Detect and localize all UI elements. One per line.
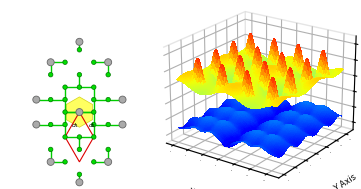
Circle shape [92, 110, 96, 114]
Circle shape [92, 122, 96, 127]
Circle shape [106, 147, 110, 152]
Circle shape [33, 121, 40, 128]
Circle shape [48, 122, 53, 127]
Circle shape [119, 121, 126, 128]
Y-axis label: Y Axis: Y Axis [332, 173, 358, 189]
Circle shape [77, 147, 82, 152]
Text: $d_2$: $d_2$ [88, 121, 96, 130]
Circle shape [47, 158, 54, 165]
Circle shape [106, 122, 110, 127]
Circle shape [63, 122, 67, 127]
Circle shape [33, 96, 40, 103]
Polygon shape [66, 97, 92, 127]
Circle shape [92, 85, 96, 89]
Circle shape [77, 135, 82, 139]
Circle shape [48, 147, 53, 152]
Circle shape [63, 97, 67, 102]
Circle shape [92, 160, 96, 164]
Circle shape [76, 108, 83, 116]
Circle shape [92, 97, 96, 102]
Circle shape [106, 97, 110, 102]
Circle shape [77, 72, 82, 77]
Text: $d_1$: $d_1$ [71, 121, 79, 130]
Circle shape [47, 59, 54, 66]
Circle shape [63, 135, 67, 139]
Circle shape [77, 48, 82, 52]
Circle shape [63, 160, 67, 164]
Circle shape [76, 38, 83, 45]
Circle shape [48, 97, 53, 102]
X-axis label: X Axis: X Axis [187, 187, 214, 189]
Circle shape [48, 72, 53, 77]
Circle shape [77, 85, 82, 89]
Circle shape [105, 59, 112, 66]
Circle shape [77, 110, 82, 114]
Circle shape [76, 179, 83, 186]
Circle shape [105, 158, 112, 165]
Circle shape [106, 72, 110, 77]
Circle shape [119, 96, 126, 103]
Circle shape [63, 110, 67, 114]
Circle shape [63, 85, 67, 89]
Circle shape [92, 135, 96, 139]
Circle shape [92, 60, 96, 64]
Circle shape [63, 60, 67, 64]
Circle shape [77, 172, 82, 177]
